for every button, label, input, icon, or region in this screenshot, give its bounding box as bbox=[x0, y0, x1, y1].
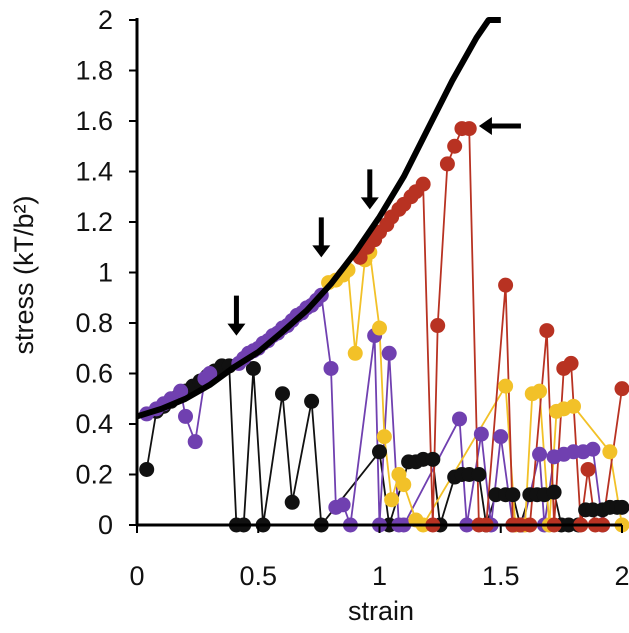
data-point-series-1 bbox=[473, 426, 489, 442]
data-point-series-1 bbox=[585, 441, 601, 457]
data-point-series-1 bbox=[493, 429, 509, 445]
data-point-series-3 bbox=[563, 355, 579, 371]
y-tick-label: 0.8 bbox=[75, 308, 113, 338]
y-tick-label: 1 bbox=[98, 258, 113, 288]
y-tick-label: 1.2 bbox=[75, 207, 113, 237]
x-axis-label: strain bbox=[348, 596, 414, 626]
theory-curve bbox=[137, 17, 501, 420]
data-point-series-0 bbox=[546, 484, 562, 500]
x-tick-label: 1 bbox=[372, 561, 387, 591]
x-tick-label: 1.5 bbox=[482, 561, 520, 591]
data-point-series-0 bbox=[304, 393, 320, 409]
data-point-series-2 bbox=[376, 429, 392, 445]
data-point-series-0 bbox=[139, 461, 155, 477]
data-point-series-1 bbox=[452, 411, 468, 427]
data-point-series-2 bbox=[384, 492, 400, 508]
arrow-down-icon bbox=[360, 169, 379, 210]
data-point-series-3 bbox=[461, 121, 477, 137]
data-point-series-2 bbox=[498, 378, 514, 394]
y-tick-label: 0.4 bbox=[75, 409, 113, 439]
data-point-series-2 bbox=[396, 477, 412, 493]
x-tick-labels: 0 0.5 1 1.5 2 bbox=[129, 561, 629, 591]
theory-curve-layer bbox=[137, 17, 501, 420]
y-tick-label: 0.2 bbox=[75, 460, 113, 490]
data-point-series-1 bbox=[532, 446, 548, 462]
data-point-series-3 bbox=[498, 277, 514, 293]
arrow-down-icon bbox=[227, 295, 246, 336]
x-tick-label: 0 bbox=[129, 561, 144, 591]
y-tick-label: 1.8 bbox=[75, 56, 113, 86]
data-point-series-0 bbox=[471, 467, 487, 482]
data-point-series-2 bbox=[566, 398, 581, 414]
x-tick-label: 2 bbox=[614, 561, 629, 591]
data-point-series-1 bbox=[381, 345, 397, 361]
data-point-series-3 bbox=[439, 156, 455, 172]
series-layer bbox=[139, 121, 629, 533]
arrow-down-icon bbox=[312, 217, 331, 258]
data-point-series-0 bbox=[505, 487, 521, 503]
y-tick-labels: 0 0.2 0.4 0.6 0.8 1 1.2 1.4 1.6 1.8 2 bbox=[75, 5, 113, 540]
data-point-series-3 bbox=[580, 461, 596, 477]
data-point-series-1 bbox=[323, 360, 339, 376]
data-point-series-2 bbox=[372, 320, 387, 336]
y-tick-label: 2 bbox=[98, 5, 113, 35]
y-tick-label: 0 bbox=[98, 510, 113, 540]
y-axis-label: stress (kT/b²) bbox=[9, 196, 39, 355]
data-point-series-2 bbox=[602, 444, 618, 460]
data-point-series-0 bbox=[245, 360, 261, 376]
data-point-series-0 bbox=[372, 444, 387, 460]
data-point-series-3 bbox=[447, 138, 463, 154]
data-point-series-2 bbox=[347, 345, 363, 361]
data-point-series-0 bbox=[275, 386, 290, 402]
y-tick-label: 1.6 bbox=[75, 106, 113, 136]
data-point-series-0 bbox=[614, 499, 629, 515]
data-point-series-3 bbox=[415, 176, 431, 192]
y-tick-label: 1.4 bbox=[75, 157, 113, 187]
data-point-series-1 bbox=[173, 383, 189, 399]
data-point-series-1 bbox=[187, 434, 203, 450]
data-point-series-0 bbox=[284, 494, 300, 510]
data-point-series-1 bbox=[178, 408, 193, 424]
y-tick-label: 0.6 bbox=[75, 359, 113, 389]
data-point-series-0 bbox=[425, 451, 441, 467]
arrow-left-icon bbox=[478, 117, 521, 136]
data-point-series-3 bbox=[430, 318, 446, 334]
x-tick-label: 0.5 bbox=[239, 561, 277, 591]
data-point-series-1 bbox=[335, 497, 351, 513]
axes bbox=[129, 18, 623, 533]
data-point-series-3 bbox=[614, 381, 629, 397]
data-point-series-3 bbox=[539, 323, 555, 339]
data-point-series-1 bbox=[202, 366, 218, 381]
data-point-series-2 bbox=[532, 383, 548, 399]
arrow-annotations bbox=[227, 117, 521, 336]
